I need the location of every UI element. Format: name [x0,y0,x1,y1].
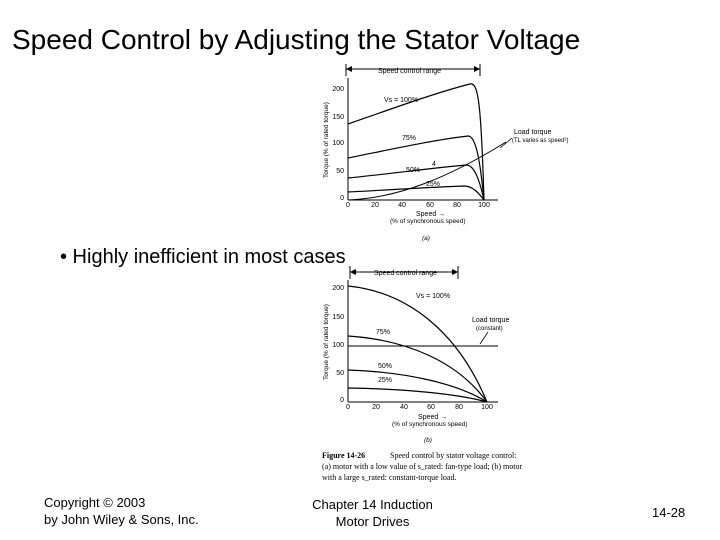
caption-lead: Figure 14-26 [322,451,365,460]
figure-b-xtick: 0 [346,404,350,411]
chapter-line: Chapter 14 Induction [312,497,433,512]
figure-b-panel: (b) [424,437,432,444]
figure-a-load-curve [347,141,507,201]
figure-b-xtick: 20 [372,404,380,411]
caption-line: with a large s_rated: constant-torque lo… [322,473,456,482]
figure-a-xtick: 40 [398,202,406,209]
figure-b-load-label-sub: (constant) [476,326,503,332]
figure-b-curve-25 [347,387,488,403]
slide-number: 14-28 [652,505,686,520]
figure-b-xlabel: Speed → [418,414,447,421]
caption-line: Speed control by stator voltage control: [390,451,516,460]
figure-b-ytick: 100 [332,342,344,349]
figure-b-xtick: 60 [427,404,435,411]
figure-a-range-label: Speed control range [378,68,441,75]
footer-copyright: Copyright © 2003 by John Wiley & Sons, I… [44,494,199,528]
figure-b-range-label: Speed control range [374,270,437,277]
figure-b-ylabel: Torque (% of rated torque) [323,304,330,380]
figure-b-xlabel-sub: (% of synchronous speed) [392,421,468,428]
figure-a-panel: (a) [422,235,430,242]
figure-a-ytick: 200 [332,86,344,93]
figure-a-load-label-sub: (TL varies as speed²) [512,138,568,144]
caption-line: (a) motor with a low value of s_rated: f… [322,462,522,471]
copyright-line: by John Wiley & Sons, Inc. [44,512,199,527]
figure-a-fan-load-torque-speed: Speed control range 200 150 100 50 0 0 2… [323,64,568,242]
figure-a-ytick: 0 [340,195,344,202]
figure-a-xlabel-sub: (% of synchronous speed) [390,218,466,225]
figure-b-curve-75 [347,335,488,403]
bullet-point: • Highly inefficient in most cases [60,246,346,268]
chapter-line: Motor Drives [335,514,410,529]
figure-b-constant-load-torque-speed: Speed control range 200 150 100 50 0 0 2… [323,266,509,444]
figure-a-ytick: 50 [336,168,344,175]
figure-caption: Figure 14-26 Speed control by stator vol… [322,451,522,482]
figure-b-ytick: 50 [336,370,344,377]
figure-a-curve-label: 75% [402,135,416,142]
figure-a-xtick: 20 [371,202,379,209]
figure-b-xtick: 40 [400,404,408,411]
slide-title: Speed Control by Adjusting the Stator Vo… [12,24,581,55]
figure-a-xlabel: Speed → [416,211,445,218]
figure-b-xtick: 100 [481,404,493,411]
figure-a-ylabel: Torque (% of rated torque) [323,102,330,178]
figure-a-xtick: 80 [453,202,461,209]
figure-a-xtick: 100 [478,202,490,209]
footer-chapter: Chapter 14 Induction Motor Drives [300,496,445,530]
figure-b-curve-50 [347,369,488,403]
figure-b-curve-label: 75% [376,329,390,336]
figure-a-point-label: 4 [432,161,436,168]
copyright-line: Copyright © 2003 [44,495,146,510]
figure-b-curve-label: 25% [378,377,392,384]
figure-a-xtick: 60 [426,202,434,209]
figure-a-ytick: 100 [332,140,344,147]
figure-b-ytick: 200 [332,285,344,292]
figure-b-load-label: Load torque [472,317,509,324]
figure-a-ytick: 150 [332,114,344,121]
figure-a-curve-label: 50% [406,167,420,174]
figure-a-curve-25 [347,185,485,201]
figure-b-ytick: 150 [332,314,344,321]
figure-a-curve-label: Vs = 100% [384,97,418,104]
figure-b-curve-label: 50% [378,363,392,370]
figure-b-xtick: 80 [455,404,463,411]
figure-a-xtick: 0 [346,202,350,209]
figure-b-curve-100 [347,285,488,403]
figure-a-curve-50 [347,164,485,201]
figure-b-ytick: 0 [340,397,344,404]
figure-a-curve-100 [347,83,485,201]
figure-a-curve-label: 25% [426,181,440,188]
figure-b-curve-label: Vs = 100% [416,293,450,300]
figure-a-load-label: Load torque [514,129,551,136]
figure-a-curve-75 [347,135,485,201]
